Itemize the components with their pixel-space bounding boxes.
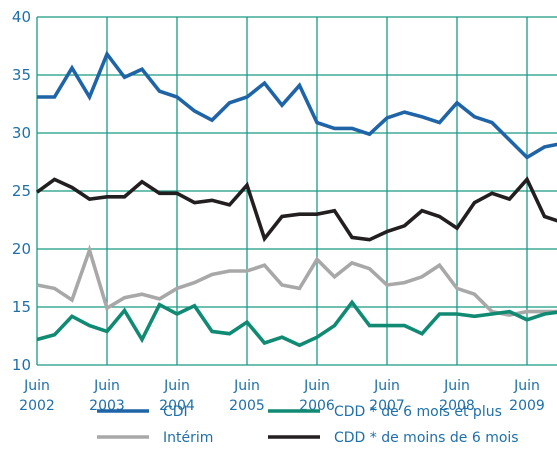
y-tick-label: 20 — [12, 240, 31, 258]
x-tick-month-label: Juin — [443, 378, 470, 394]
grid — [36, 16, 557, 366]
x-tick-year-label: 2007 — [369, 398, 405, 414]
legend: CDI Intérim CDD * de 6 mois et plus CDD * d… — [97, 404, 519, 446]
y-tick-label: 40 — [12, 8, 31, 26]
x-tick-month-label: Juin — [303, 378, 330, 394]
legend-label: CDD * de moins de 6 mois — [334, 430, 519, 446]
x-tick-year-label: 2009 — [509, 398, 545, 414]
x-tick-year-label: 2004 — [159, 398, 195, 414]
x-tick-month-label: Juin — [373, 378, 400, 394]
x-tick-month-label: Juin — [23, 378, 50, 394]
series-line-4 — [35, 176, 557, 243]
x-tick-month-label: Juin — [93, 378, 120, 394]
legend-label: Intérim — [163, 430, 213, 446]
x-tick-month-label: Juin — [163, 378, 190, 394]
axes: 10152025303540Juin2002Juin2003Juin2004Ju… — [12, 8, 545, 414]
y-tick-label: 10 — [12, 356, 31, 374]
x-tick-year-label: 2002 — [19, 398, 55, 414]
x-tick-month-label: Juin — [233, 378, 260, 394]
x-tick-year-label: 2008 — [439, 398, 475, 414]
series-line-2 — [36, 244, 557, 317]
legend-label: CDI — [163, 404, 188, 420]
legend-label: CDD * de 6 mois et plus — [334, 404, 502, 420]
x-tick-month-label: Juin — [513, 378, 540, 394]
y-tick-label: 35 — [12, 66, 31, 84]
y-tick-label: 25 — [12, 182, 31, 200]
data-series — [35, 50, 557, 348]
series-line-1 — [37, 50, 557, 160]
series-line-3 — [36, 299, 557, 348]
x-tick-year-label: 2005 — [229, 398, 265, 414]
y-tick-label: 15 — [12, 298, 31, 316]
y-tick-label: 30 — [12, 124, 31, 142]
